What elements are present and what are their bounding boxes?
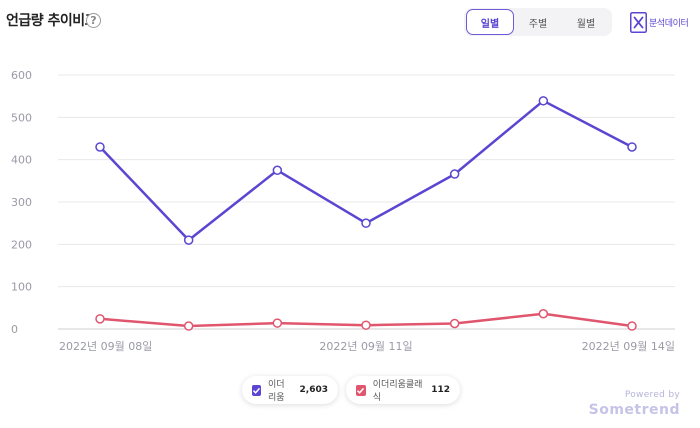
data-point [361, 320, 371, 330]
brand-logo: Sometrend [588, 402, 680, 418]
data-point [449, 318, 460, 329]
data-point [627, 142, 637, 152]
data-point [538, 96, 549, 106]
data-point [361, 218, 371, 228]
tab-weekly[interactable]: 주별 [528, 18, 548, 30]
excel-icon [630, 12, 647, 33]
powered-by-text: Powered by [624, 390, 680, 400]
data-point [538, 309, 549, 319]
tab-monthly[interactable]: 월별 [576, 18, 596, 30]
data-point [183, 235, 194, 245]
series-layer [95, 96, 637, 331]
legend-label: 이더리움클래식 [372, 380, 423, 403]
data-point [449, 169, 460, 179]
y-axis-ticks: 0 100 200 300 400 500 600 [11, 69, 32, 336]
x-tick-label: 2022년 09월 11일 [319, 339, 412, 353]
data-point [183, 321, 194, 331]
x-axis-ticks: 2022년 09월 08일 2022년 09월 11일 2022년 09월 14일 [59, 339, 675, 353]
checkbox-icon [252, 384, 261, 396]
legend-item-ethereum[interactable]: 이더리움 2,603 [242, 376, 338, 404]
x-tick-label: 2022년 09월 08일 [59, 339, 152, 353]
y-tick-label: 500 [11, 111, 32, 124]
powered-by: Powered by Sometrend [589, 390, 680, 418]
export-label: 분석데이터 [649, 19, 689, 29]
x-tick-label: 2022년 09월 14일 [582, 339, 675, 353]
data-point [272, 318, 283, 328]
export-data-button[interactable]: 분석데이터 [630, 12, 689, 33]
tab-daily[interactable]: 일별 [466, 9, 514, 35]
legend-total: 112 [431, 385, 450, 395]
legend-item-ethereum-classic[interactable]: 이더리움클래식 112 [346, 376, 460, 404]
legend-total: 2,603 [299, 385, 328, 395]
period-toggle: 일별 주별 월별 [464, 8, 612, 36]
y-tick-label: 100 [11, 281, 32, 294]
y-tick-label: 300 [11, 196, 32, 209]
checkbox-icon [356, 384, 366, 396]
gridlines [58, 74, 675, 330]
data-point [95, 314, 105, 324]
data-point [272, 165, 283, 175]
data-point [627, 321, 637, 331]
chart-title: 언급량 추이비교 [6, 13, 98, 29]
legend-label: 이더리움 [268, 380, 285, 403]
y-tick-label: 600 [11, 69, 32, 82]
help-icon[interactable]: ? [86, 13, 101, 28]
y-tick-label: 400 [11, 154, 32, 167]
data-point [95, 142, 105, 152]
y-tick-label: 0 [11, 323, 18, 336]
y-tick-label: 200 [11, 238, 32, 251]
